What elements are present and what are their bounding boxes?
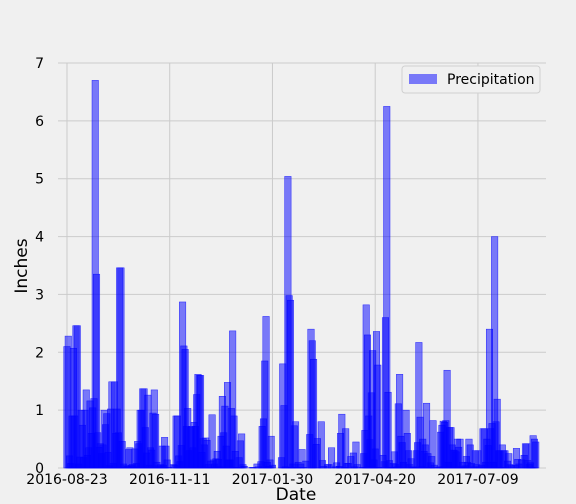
grid-lines	[58, 62, 546, 469]
y-tick-label: 0	[35, 461, 44, 477]
y-tick-label: 3	[35, 287, 44, 303]
x-tick-label: 2017-01-30	[232, 472, 313, 488]
precipitation-bar	[240, 466, 248, 469]
precipitation-bar	[163, 459, 171, 469]
precipitation-bar	[429, 420, 437, 469]
precipitation-bar	[117, 267, 125, 469]
y-tick-label: 2	[35, 345, 44, 361]
y-axis-ticks: 0 1 2 3 4 5 6 7	[35, 56, 44, 477]
x-axis-ticks: 2016-08-23 2016-11-11 2017-01-30 2017-04-20…	[26, 472, 518, 488]
y-tick-label: 6	[35, 114, 44, 130]
y-tick-label: 7	[35, 56, 44, 72]
precipitation-bar	[267, 435, 275, 469]
precipitation-bar	[384, 391, 392, 469]
legend-swatch	[409, 74, 437, 84]
precipitation-bar	[532, 441, 540, 469]
legend: Precipitation	[401, 65, 541, 94]
x-tick-label: 2016-08-23	[26, 472, 107, 488]
precipitation-bar	[152, 413, 160, 469]
y-tick-label: 5	[35, 172, 44, 188]
precipitation-bar	[268, 464, 276, 469]
x-tick-label: 2017-04-20	[335, 472, 416, 488]
precipitation-bars	[63, 80, 540, 469]
precipitation-bar	[328, 447, 336, 469]
precipitation-bar	[374, 364, 382, 469]
y-tick-label: 1	[35, 403, 44, 419]
x-axis-label: Date	[276, 485, 317, 504]
precipitation-bar	[292, 421, 300, 469]
x-tick-label: 2017-07-09	[437, 472, 518, 488]
x-tick-label: 2016-11-11	[129, 472, 210, 488]
precipitation-bar	[238, 433, 246, 469]
y-axis-label: Inches	[12, 238, 32, 293]
precipitation-bar	[352, 441, 360, 469]
legend-frame	[401, 65, 541, 94]
plot-background	[58, 63, 546, 468]
legend-label: Precipitation	[447, 72, 535, 88]
y-tick-label: 4	[35, 230, 44, 246]
